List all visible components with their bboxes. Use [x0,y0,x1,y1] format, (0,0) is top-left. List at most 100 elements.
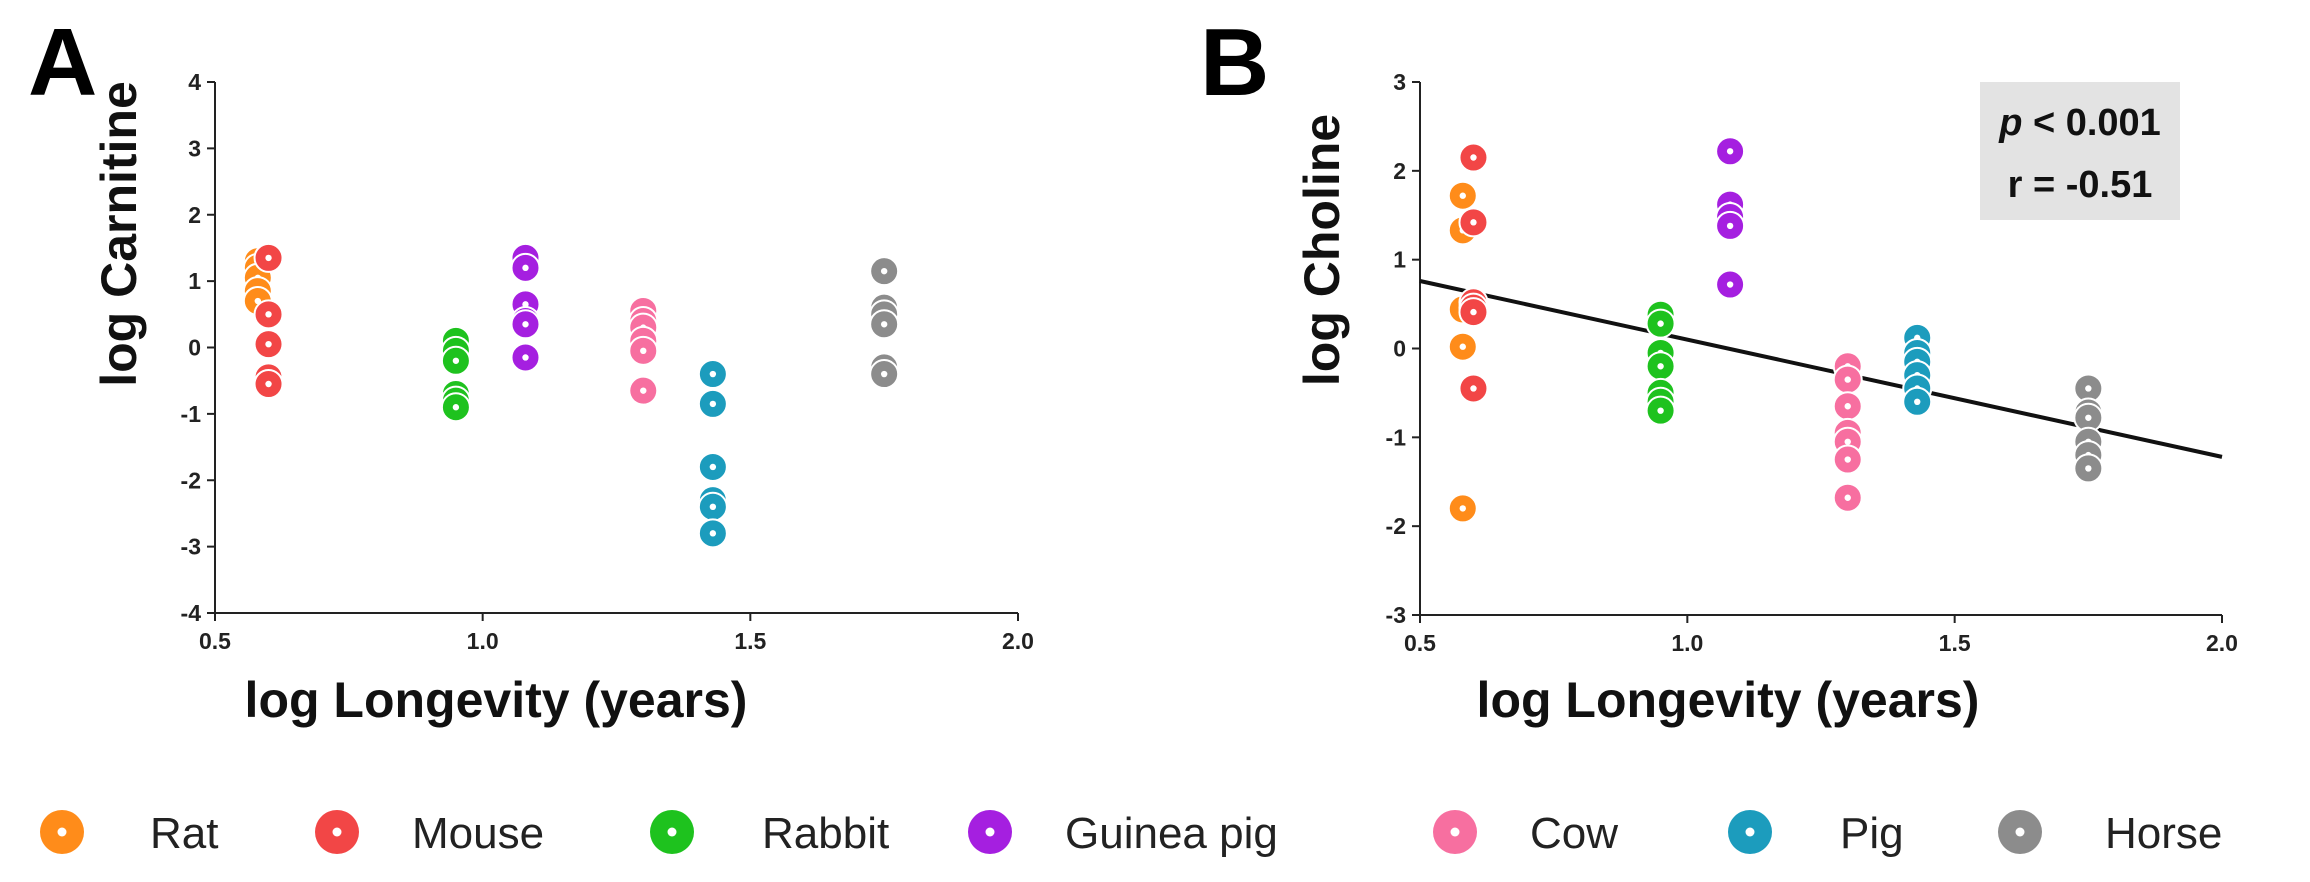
data-point-mouse [253,329,284,360]
y-tick-label-b: 3 [1393,69,1406,95]
y-tick-label-a: 4 [188,69,201,95]
data-point-center-dot [709,503,717,510]
legend-label-mouse: Mouse [412,809,544,858]
data-point-pig [697,451,728,482]
p-symbol: p [1998,102,2022,144]
data-point-horse [869,256,900,287]
data-point-center-dot [2085,385,2092,392]
data-point-center-dot [709,370,717,378]
series-guinea-pig-b [1715,136,1746,300]
data-point-center-dot [1470,219,1477,226]
data-point-center-dot [522,321,529,328]
series-cow-b [1832,351,1863,513]
y-tick-label-a: 2 [188,202,201,228]
y-axis-title-a: log Carnitine [91,81,147,387]
x-tick-label-b: 1.0 [1671,630,1703,656]
data-point-center-dot [265,380,272,388]
data-point-pig [697,518,728,549]
legend-label-pig: Pig [1840,809,1904,858]
data-point-rabbit [1645,308,1676,339]
data-point-center-dot [1844,403,1851,410]
data-point-cow [1832,391,1863,422]
data-point-horse [2073,453,2104,484]
data-point-center-dot [1459,192,1466,199]
data-point-horse [869,359,900,390]
legend-item-horse: Horse [1998,809,2222,858]
legend-marker-center-dot [667,827,677,837]
y-tick-label-b: -2 [1386,513,1406,539]
y-axis-title-b: log Choline [1294,114,1350,386]
y-tick-label-b: 2 [1393,158,1406,184]
data-point-horse [869,309,900,340]
x-tick-label-a: 1.0 [467,628,499,654]
data-point-rabbit [1645,395,1676,426]
data-point-pig [697,359,728,390]
data-point-center-dot [880,267,888,275]
series-horse-a [869,256,900,390]
data-point-center-dot [522,354,529,361]
x-tick-label-a: 2.0 [1002,628,1034,654]
data-point-center-dot [1726,281,1734,288]
data-point-center-dot [640,387,647,394]
y-tick-label-b: 0 [1393,336,1406,362]
y-tick-label-a: -2 [181,467,201,493]
stats-box-background [1980,82,2180,220]
data-point-center-dot [709,463,717,471]
p-value-text: p < 0.001 [1998,102,2161,144]
legend-marker-center-dot [2015,827,2025,837]
series-pig-b [1902,322,1933,417]
legend: Rat Mouse Rabbit Guinea pig Cow Pig Horse [40,809,2222,858]
legend-label-horse: Horse [2105,809,2222,858]
data-point-center-dot [1459,505,1466,512]
data-point-center-dot [265,311,272,318]
y-tick-label-a: 3 [188,135,201,161]
data-point-mouse [1458,373,1489,404]
data-point-guinea-pig [510,342,541,373]
data-point-cow [628,335,659,366]
data-point-center-dot [522,264,529,272]
data-point-guinea-pig [1715,269,1746,300]
x-axis-title-b: log Longevity (years) [1477,672,1980,728]
data-point-center-dot [2085,414,2092,421]
series-cow-a [628,295,659,406]
series-horse-b [2073,373,2104,484]
series-pig-a [697,359,728,549]
data-point-guinea-pig [510,252,541,283]
series-guinea-pig-a [510,242,541,373]
legend-label-guinea-pig: Guinea pig [1065,809,1278,858]
data-point-center-dot [1459,343,1466,350]
r-value-text: r = -0.51 [2008,164,2153,206]
data-point-guinea-pig [1715,136,1746,167]
y-tick-label-b: 1 [1393,247,1406,273]
data-point-rabbit [440,345,471,376]
data-point-center-dot [709,530,717,537]
data-point-mouse [1458,207,1489,238]
data-point-center-dot [2085,465,2092,472]
regression-line-b [1419,279,2223,459]
data-point-center-dot [1657,363,1664,370]
series-mouse-b [1458,142,1489,404]
y-tick-label-a: 0 [188,335,201,361]
data-point-center-dot [709,400,717,408]
data-point-cow [1832,482,1863,513]
data-point-rat [1447,180,1478,211]
plot-area-b: -3 -2 -1 0 1 2 3 0.5 1.0 1.5 2.0 [1386,69,2238,656]
data-point-center-dot [1470,385,1477,392]
data-point-center-dot [1844,494,1851,501]
y-tick-label-b: -1 [1386,424,1407,450]
data-point-guinea-pig [510,309,541,340]
legend-item-mouse: Mouse [315,809,544,858]
y-tick-label-a: -3 [181,534,201,560]
stats-annotation-box: p < 0.001 r = -0.51 [1980,82,2180,220]
data-point-pig [697,491,728,522]
legend-item-pig: Pig [1728,809,1904,858]
data-point-center-dot [1470,154,1477,161]
data-point-rabbit [440,392,471,423]
x-axis-title-a: log Longevity (years) [245,672,748,728]
data-point-mouse [253,242,284,273]
panel-b-choline: B -3 -2 -1 0 1 2 3 0.5 1.0 1.5 2.0 log Longevity (… [1200,9,2238,728]
legend-label-cow: Cow [1530,809,1618,858]
data-point-cow [1832,444,1863,475]
y-tick-label-b: -3 [1386,602,1406,628]
